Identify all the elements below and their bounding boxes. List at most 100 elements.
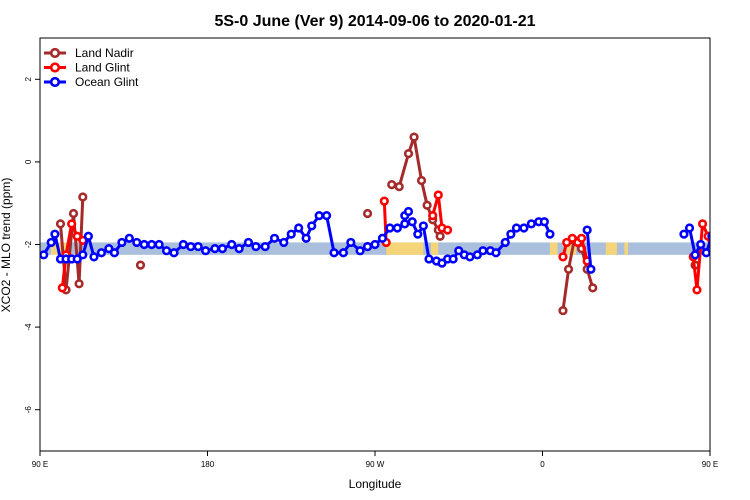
ocean-glint-point [413,229,423,239]
legend-land-nadir-marker [49,47,61,59]
ocean-glint-point [355,246,365,256]
ocean-glint-point [506,229,516,239]
ocean-glint-point [104,244,114,254]
ocean-glint-point [684,223,695,233]
y-tick-label: -4 [24,323,33,331]
ocean-glint-point [243,237,254,248]
land-nadir-point [435,231,445,241]
ocean-glint-point [385,223,395,233]
ocean-glint-point [46,237,56,248]
ocean-glint-point [539,217,549,227]
land-nadir-point [74,279,84,289]
x-tick-label: 180 [201,460,215,469]
ocean-glint-point [301,233,311,243]
plot-inner [40,132,710,316]
land-glint-point [72,231,82,241]
ocean-glint-point [472,250,482,260]
land-nadir-point [394,182,404,192]
ocean-glint-point [370,239,380,250]
x-tick-label: 90 E [702,460,718,469]
x-tick-label: 90 W [366,460,385,469]
ocean-glint-point [72,254,82,264]
land-nadir-point [362,208,373,219]
ocean-glint-point [307,221,317,231]
land-glint-point [558,252,568,262]
ocean-glint-point [132,237,142,248]
ocean-glint-point [169,248,179,258]
ocean-glint-point [418,221,428,231]
land-glint-point [379,196,389,206]
land-band [549,242,558,255]
land-glint-point [576,233,587,243]
land-glint-point [692,285,702,295]
ocean-glint-point [217,244,227,254]
ocean-glint-point [322,210,332,221]
ocean-glint-point [78,250,88,260]
land-glint-point [562,237,572,248]
land-glint-point [567,233,577,243]
land-band [430,242,439,255]
ocean-glint-point [234,244,244,254]
ocean-glint-point [407,217,417,227]
ocean-glint-point [696,239,706,250]
land-nadir-point [588,283,598,293]
ocean-glint-point [260,241,270,252]
ocean-glint-point [329,248,339,258]
y-tick-label: -2 [24,240,33,248]
ocean-glint-point [154,239,164,250]
ocean-glint-point [403,206,414,217]
plot-area: 90 E 180 90 W 0 90 E 2 0 -2 -4 -6 [24,37,718,469]
ocean-glint-point [161,246,172,256]
ocean-band [557,242,710,255]
land-nadir-point [563,264,574,274]
ocean-glint-point [178,239,188,250]
ocean-glint-point [269,233,280,243]
ocean-band [40,242,52,255]
ocean-glint-point [139,239,149,250]
land-glint-point [433,190,443,200]
legend-land-glint-label: Land Glint [75,61,130,75]
ocean-glint-point [690,250,700,260]
ocean-glint-point [294,223,304,233]
legend-ocean-glint-marker [49,76,61,88]
ocean-glint-point [545,229,555,239]
ocean-glint-point [227,239,237,250]
ocean-glint-point [491,248,501,258]
ocean-glint-point [210,244,220,254]
ocean-glint-point [314,210,324,221]
y-axis-label: XCO2 - MLO trend (ppm) [0,178,13,313]
land-nadir-point [68,208,79,219]
land-nadir-point [422,200,432,210]
y-tick-label: -6 [24,406,33,414]
ocean-glint-point [201,246,211,256]
ocean-glint-point [147,239,157,250]
ocean-glint-point [448,254,458,264]
ocean-glint-point [279,237,289,248]
ocean-glint-point [526,219,536,229]
ocean-glint-point [377,233,388,243]
ocean-glint-point [338,248,348,258]
ocean-glint-point [251,241,261,252]
land-band [605,242,617,255]
ocean-glint-point [465,252,475,262]
ocean-glint-point [109,248,120,258]
land-glint-point [428,210,438,221]
land-band [624,242,629,255]
ocean-glint-point [124,233,134,243]
land-nadir-point [78,192,88,202]
land-nadir-point [416,175,427,186]
land-glint-point [697,219,708,229]
land-nadir-point [135,260,146,270]
ocean-glint-point [679,229,689,239]
ocean-glint-point [454,246,464,256]
ocean-glint-point [701,248,710,258]
x-tick-label: 90 E [32,460,48,469]
ocean-glint-point [117,237,127,248]
ocean-glint-point [40,250,49,260]
land-glint-point [442,225,453,235]
land-nadir-point [403,149,414,159]
land-glint-point [57,283,67,293]
